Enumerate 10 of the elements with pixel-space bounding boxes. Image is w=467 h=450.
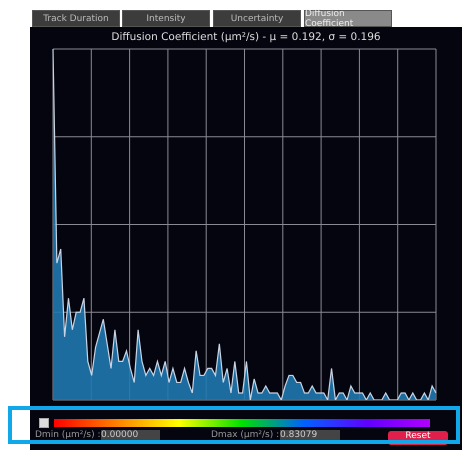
chart-title: Diffusion Coefficient (µm²/s) - μ = 0.192, σ = 0.196 (110, 31, 382, 43)
text: Diffusion Coefficient (304, 8, 392, 28)
text: Intensity (122, 10, 210, 27)
text: Reset (388, 431, 448, 445)
text: Dmax (µm²/s) : (211, 430, 280, 440)
text: 0.83079 (280, 430, 340, 441)
text: 0.00000 (101, 430, 160, 441)
text: Track Duration (32, 10, 120, 27)
text: Dmin (µm²/s) : (35, 430, 101, 440)
text: Uncertainty (213, 10, 301, 27)
